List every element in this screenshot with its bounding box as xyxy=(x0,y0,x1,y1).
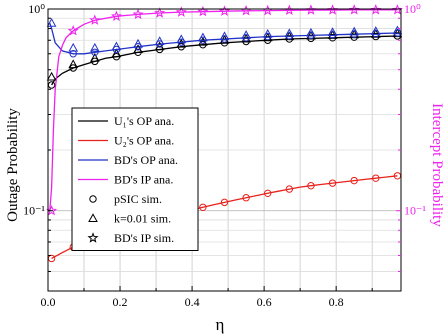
y-tick-label: 10⁻¹ xyxy=(23,204,45,218)
marker-circle xyxy=(91,48,99,57)
legend-label: BD's IP ana. xyxy=(114,173,173,187)
marker-star xyxy=(67,25,79,36)
marker-triangle xyxy=(284,28,295,38)
legend-label: BD's IP sim. xyxy=(114,231,174,245)
marker-circle xyxy=(328,179,337,187)
marker-star xyxy=(197,5,209,17)
marker-circle xyxy=(199,203,207,211)
right-tick-label: 10⁻¹ xyxy=(404,204,426,218)
marker-circle xyxy=(350,176,358,185)
marker-circle xyxy=(89,195,97,203)
marker-triangle xyxy=(306,27,316,37)
series-line xyxy=(49,22,398,55)
marker-circle xyxy=(285,185,294,193)
x-axis-label: η xyxy=(216,315,225,334)
x-tick-label: 0.0 xyxy=(41,295,56,309)
marker-triangle xyxy=(198,36,208,46)
series-line xyxy=(49,9,398,211)
marker-star xyxy=(89,14,101,25)
x-tick-label: 0.4 xyxy=(185,295,200,309)
marker-triangle xyxy=(89,53,100,62)
marker-triangle xyxy=(133,38,143,48)
legend-label: U₂'s OP ana. xyxy=(114,134,174,148)
right-axis-label: Intercept Probability xyxy=(429,103,443,227)
marker-triangle xyxy=(111,48,122,58)
marker-star xyxy=(218,5,231,16)
marker-triangle xyxy=(219,31,230,41)
marker-star xyxy=(154,7,166,18)
x-tick-label: 0.2 xyxy=(113,295,128,309)
marker-star xyxy=(348,4,360,15)
marker-triangle xyxy=(46,18,57,27)
marker-triangle xyxy=(154,36,165,46)
legend-label: BD's OP ana. xyxy=(114,153,178,167)
marker-circle xyxy=(69,50,77,58)
y-tick-label: 10⁰ xyxy=(28,2,45,16)
marker-triangle xyxy=(88,213,98,222)
marker-triangle xyxy=(46,71,57,81)
marker-star xyxy=(391,4,403,15)
marker-triangle xyxy=(262,28,273,38)
marker-triangle xyxy=(176,38,187,48)
marker-star xyxy=(175,6,187,17)
legend-label: U₁'s OP ana. xyxy=(114,114,174,128)
marker-circle xyxy=(372,174,380,182)
ticks: 0.0 0.2 0.4 0.6 0.8 10⁰ 10⁻¹ 10⁰ 10⁻¹ xyxy=(23,2,426,309)
marker-triangle xyxy=(349,26,360,36)
marker-triangle xyxy=(111,41,122,51)
legend-label: k=0.01 sim. xyxy=(114,212,171,226)
marker-triangle xyxy=(241,30,251,39)
marker-triangle xyxy=(89,42,100,52)
marker-triangle xyxy=(370,26,381,35)
marker-triangle xyxy=(68,42,79,52)
marker-triangle xyxy=(68,59,79,69)
marker-circle xyxy=(264,189,272,198)
legend-label: pSIC sim. xyxy=(114,192,162,206)
marker-circle xyxy=(220,198,229,207)
marker-circle xyxy=(307,182,315,190)
marker-circle xyxy=(47,254,56,263)
marker-triangle xyxy=(327,27,338,36)
marker-circle xyxy=(242,194,250,202)
right-tick-label: 10⁰ xyxy=(404,2,421,16)
marker-triangle xyxy=(176,34,187,44)
marker-star xyxy=(132,8,144,20)
marker-triangle xyxy=(198,32,208,42)
marker-triangle xyxy=(392,25,403,35)
legend: U₁'s OP ana. U₂'s OP ana. BD's OP ana. BD's… xyxy=(71,107,199,251)
marker-star xyxy=(87,232,99,243)
y-axis-label: Outage Probability xyxy=(5,108,21,222)
x-tick-label: 0.6 xyxy=(257,295,272,309)
marker-star xyxy=(111,10,122,22)
marker-star xyxy=(370,4,382,15)
x-tick-label: 0.8 xyxy=(329,295,344,309)
